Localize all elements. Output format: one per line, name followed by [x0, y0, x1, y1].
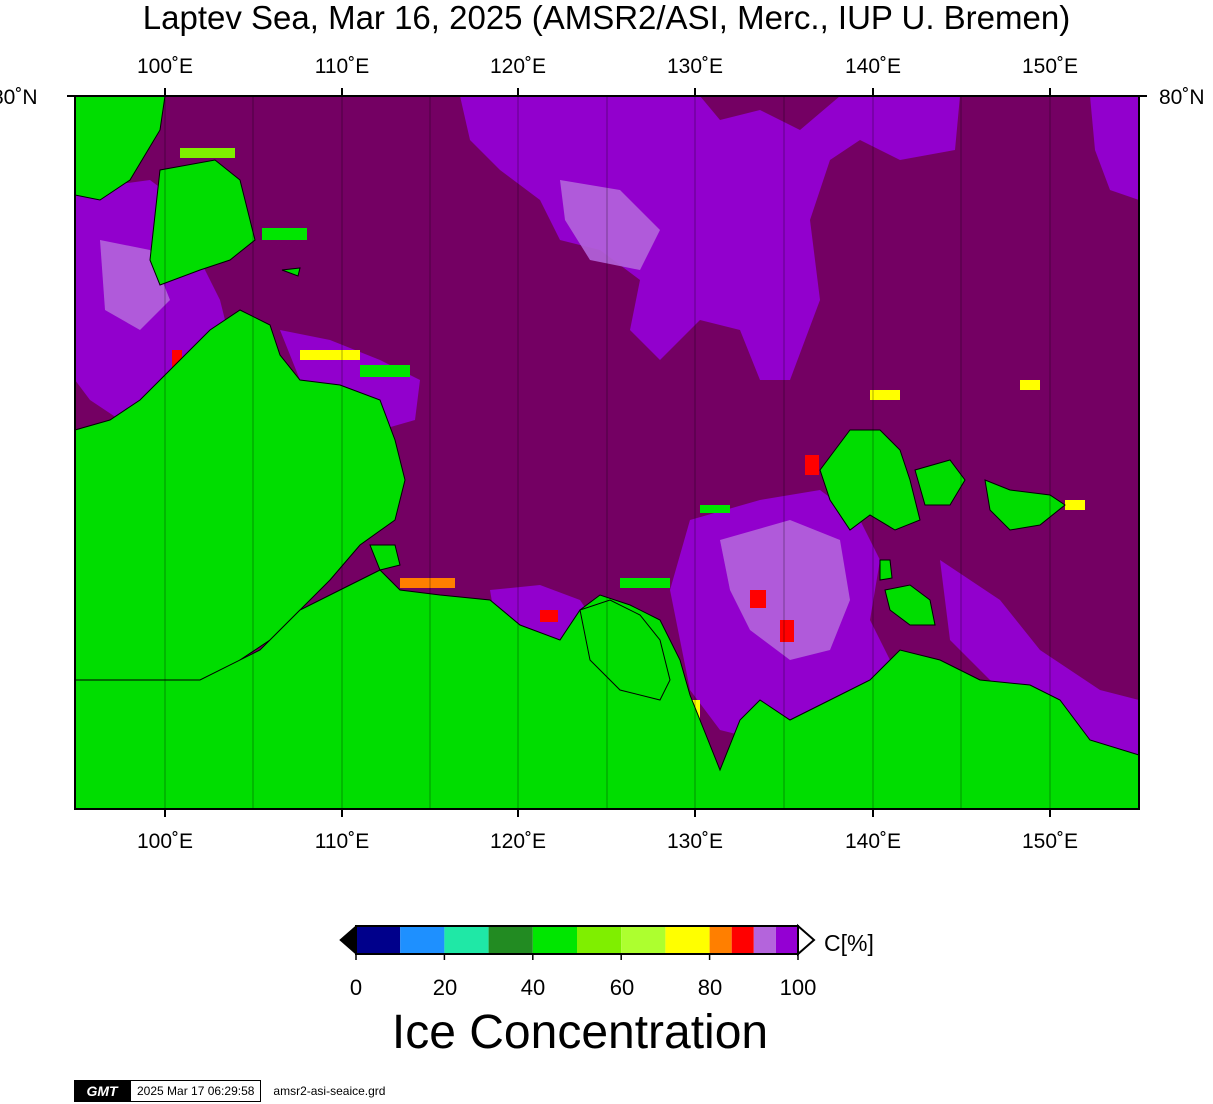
colorbar-tick-100: 100	[779, 975, 817, 1000]
land-novosibirsk-fadeevsky	[914, 459, 966, 506]
land-lena-delta	[579, 599, 671, 701]
colorbar-segment	[775, 926, 798, 954]
lon-label-top-130e: 130˚E	[666, 55, 724, 78]
lat-label-left-80n: 80˚N	[0, 86, 38, 109]
lon-label-top-100e: 100˚E	[136, 55, 194, 78]
colorbar-under-arrow	[339, 924, 357, 956]
lon-label-bottom-130e: 130˚E	[666, 830, 724, 853]
land-novosibirsk-new-siberia	[984, 479, 1066, 531]
colorbar-tick-0: 0	[349, 975, 363, 1000]
frame-ticks	[67, 88, 1147, 817]
lon-label-bottom-140e: 140˚E	[844, 830, 902, 853]
colorbar-segment	[709, 926, 732, 954]
colorbar-title: Ice Concentration	[391, 1006, 769, 1059]
colorbar-segment	[731, 926, 754, 954]
land-novosibirsk-kotelny	[819, 429, 921, 531]
lon-label-top-110e: 110˚E	[314, 55, 370, 78]
land-small-island-2	[879, 559, 893, 581]
lon-label-bottom-110e: 110˚E	[314, 830, 370, 853]
land-severnaya-zemlya-east	[149, 159, 256, 286]
colorbar-segment	[665, 926, 710, 954]
lon-label-top-140e: 140˚E	[844, 55, 902, 78]
colorbar	[339, 923, 816, 960]
colorbar-segment	[400, 926, 445, 954]
gmt-logo: GMT	[74, 1080, 130, 1102]
colorbar-unit: C[%]	[824, 930, 874, 956]
lon-label-bottom-150e: 150˚E	[1021, 830, 1079, 853]
land-bolshoy-lyakhovsky	[884, 584, 936, 626]
lat-label-right-80n: 80˚N	[1159, 86, 1205, 109]
land-small-island-3	[281, 267, 301, 277]
lon-label-bottom-120e: 120˚E	[489, 830, 547, 853]
map-title: Laptev Sea, Mar 16, 2025 (AMSR2/ASI, Mer…	[142, 0, 1071, 36]
filename: amsr2-asi-seaice.grd	[273, 1084, 386, 1098]
low-concentration-spots	[172, 350, 819, 642]
colorbar-segment	[356, 926, 401, 954]
colorbar-segment	[444, 926, 489, 954]
graticule	[164, 96, 1051, 809]
colorbar-segment	[532, 926, 577, 954]
gmt-timestamp-stamp: GMT 2025 Mar 17 06:29:58 amsr2-asi-seaic…	[74, 1080, 385, 1102]
colorbar-tick-80: 80	[697, 975, 723, 1000]
map-frame	[74, 95, 1140, 810]
lon-label-top-120e: 120˚E	[489, 55, 547, 78]
colorbar-segment	[753, 926, 776, 954]
land-small-island-1	[369, 544, 401, 571]
lon-label-top-150e: 150˚E	[1021, 55, 1079, 78]
colorbar-tick-20: 20	[432, 975, 458, 1000]
colorbar-tick-60: 60	[609, 975, 635, 1000]
timestamp: 2025 Mar 17 06:29:58	[130, 1080, 262, 1102]
colorbar-over-arrow	[797, 923, 816, 957]
colorbar-segment	[488, 926, 533, 954]
colorbar-segment	[621, 926, 666, 954]
lon-label-bottom-100e: 100˚E	[136, 830, 194, 853]
colorbar-segment	[577, 926, 622, 954]
colorbar-tick-40: 40	[520, 975, 546, 1000]
